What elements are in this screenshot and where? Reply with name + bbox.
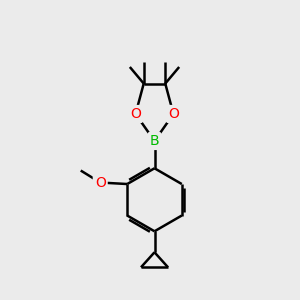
Text: O: O	[95, 176, 106, 190]
Text: O: O	[130, 107, 141, 121]
Text: O: O	[168, 107, 179, 121]
Text: B: B	[150, 134, 159, 148]
